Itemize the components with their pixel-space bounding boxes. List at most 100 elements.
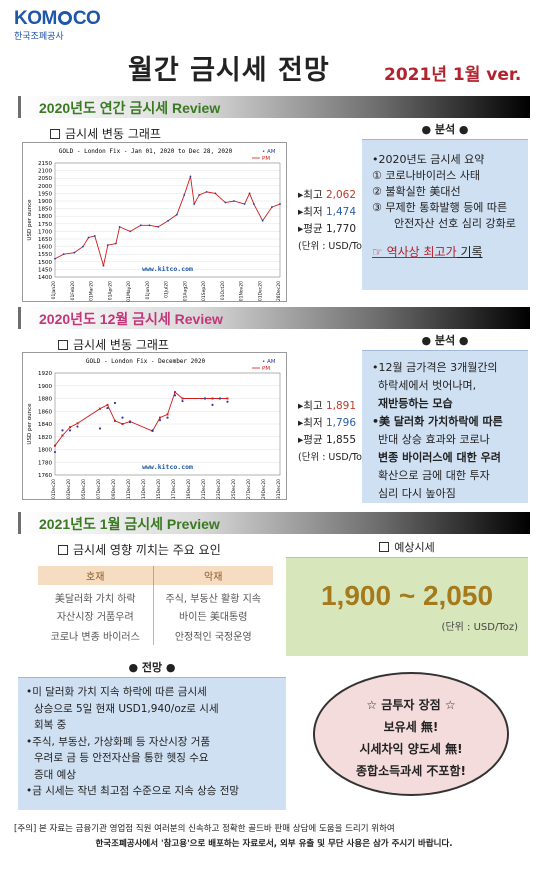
analysis-line: 변종 바이러스에 대한 우려 [378, 451, 501, 464]
forecast-header: 예상시세 [286, 538, 528, 558]
am-point [158, 419, 162, 422]
am-point [61, 429, 64, 432]
y-tick-label: 1950 [38, 191, 52, 197]
data-point [175, 213, 178, 216]
good-factor: 자산시장 거품우려 [38, 605, 154, 625]
outlook-title: ● 전망 ● [18, 658, 286, 678]
x-tick-label: 01Jan20 [51, 281, 57, 300]
y-tick-label: 1550 [38, 252, 52, 258]
pm-point [226, 397, 229, 400]
y-tick-label: 1820 [38, 435, 52, 441]
komsco-logo: KOM CO 한국조폐공사 [14, 8, 101, 42]
am-point [98, 427, 102, 430]
y-tick-label: 1600 [38, 245, 52, 251]
analysis-line: 하락세에서 벗어나며, [378, 379, 477, 392]
analysis-item: ① 코로나바이러스 사태 [372, 169, 480, 182]
data-point [233, 200, 235, 202]
am-point [166, 416, 169, 419]
data-point [183, 194, 186, 196]
data-point [243, 203, 246, 205]
y-tick-label: 1800 [38, 214, 52, 220]
forecast-value: 1,900 ~ 2,050 [320, 580, 494, 611]
outlook-line: •미 달러화 가치 지속 하락에 따른 금시세 [26, 686, 207, 698]
bad-factor: 안정적인 국정운영 [174, 631, 252, 643]
pm-point [211, 397, 214, 400]
section-header-preview: 2021년도 1월 금시세 Preview [18, 512, 530, 534]
outlook-panel: ● 전망 ● •미 달러화 가치 지속 하락에 따른 금시세 상승으로 5일 현… [18, 658, 286, 810]
section-header-annual: 2020년도 연간 금시세 Review [18, 96, 530, 118]
analysis-item: ③ 무제한 통화발행 등에 따른 [372, 201, 508, 214]
analysis-line: 확산으로 금에 대한 투자 [378, 469, 490, 482]
series-line-pm [54, 391, 228, 446]
x-tick-label: 21Dec20 [201, 479, 207, 499]
analysis-title: ● 분석 ● [362, 331, 528, 351]
legend-pm: PM [262, 366, 270, 372]
december-unit: (단위 : USD/Toz) [298, 452, 371, 463]
x-tick-label: 01Nov20 [239, 281, 245, 301]
outlook-line: 증대 예상 [34, 768, 76, 781]
am-point [106, 406, 109, 410]
footer-notice: [주의] 본 자료는 금융기관 영업점 직원 여러분의 신속하고 정확한 골드바… [14, 822, 534, 852]
y-tick-label: 1700 [38, 229, 52, 235]
pm-point [99, 407, 101, 410]
benefit-item: 보유세 無! [383, 720, 439, 734]
section-header-december: 2020년도 12월 금시세 Review [18, 307, 530, 329]
annual-avg: ▸평균 1,770 [298, 223, 357, 235]
y-axis-label: USD per ounce [27, 403, 33, 445]
y-tick-label: 2050 [38, 176, 52, 182]
analysis-line: 반대 상승 효과와 코로나 [378, 433, 490, 446]
good-header: 호재 [38, 566, 154, 585]
checkbox-icon [58, 544, 68, 555]
am-point [121, 416, 124, 419]
logo-o-mark [57, 11, 72, 25]
x-tick-label: 01Feb20 [70, 281, 76, 301]
data-point [73, 251, 76, 254]
y-tick-label: 2100 [38, 169, 52, 175]
investment-benefits-ellipse: ☆ 금투자 장점 ☆ 보유세 無! 시세차익 양도세 無! 종합소득과세 不포함… [313, 672, 509, 796]
analysis-result: ☞ 역사상 최고가 기록 [372, 245, 483, 259]
section-heading: 2021년도 1월 금시세 Preview [39, 516, 220, 532]
december-min: ▸최저 1,796 [298, 417, 357, 429]
december-max: ▸최고 1,891 [298, 400, 357, 412]
data-point [252, 203, 255, 205]
benefit-item: 시세차익 양도세 無! [359, 742, 463, 756]
analysis-line: •12월 금가격은 3개월간의 [372, 361, 498, 374]
y-tick-label: 1800 [38, 448, 52, 454]
bad-header: 악재 [153, 566, 273, 585]
data-point [271, 206, 273, 208]
december-stats: ▸최고 1,891 ▸최저 1,796 ▸평균 1,855 (단위 : USD/… [298, 398, 371, 466]
x-tick-label: 01Jun20 [145, 281, 151, 300]
analysis-line: •美 달러화 가치하락에 따른 [372, 415, 503, 428]
section-heading: 2020년도 12월 금시세 Review [39, 311, 223, 327]
data-point [54, 257, 56, 260]
am-point [173, 394, 177, 397]
data-point [115, 242, 117, 245]
x-tick-label: 27Dec20 [246, 479, 252, 499]
analysis-line: 심리 다시 높아짐 [378, 487, 456, 500]
y-tick-label: 1400 [38, 275, 52, 281]
outlook-line: 회복 중 [34, 719, 67, 731]
graph-label-text: 금시세 변동 그래프 [65, 127, 161, 141]
y-tick-label: 1920 [38, 371, 52, 377]
data-point [193, 203, 196, 205]
am-point [128, 420, 132, 424]
december-chart-svg: GOLD - London Fix - December 2020 1760 178… [27, 358, 282, 499]
am-point [151, 429, 154, 432]
data-point [106, 244, 109, 246]
y-axis-label: USD per ounce [27, 199, 33, 241]
annual-chart-svg: GOLD - London Fix - Jan 01, 2020 to Dec … [27, 148, 282, 302]
y-tick-label: 1840 [38, 422, 52, 428]
annual-unit: (단위 : USD/Toz) [298, 241, 371, 252]
y-tick-label: 1850 [38, 207, 52, 213]
checkbox-icon [50, 128, 60, 139]
pm-point [181, 397, 184, 400]
y-tick-label: 1880 [38, 397, 52, 403]
data-point [139, 224, 142, 227]
x-tick-label: 13Dec20 [141, 479, 147, 499]
pm-point [159, 416, 161, 419]
x-tick-label: 01Jul20 [164, 281, 170, 298]
legend-pm: PM [262, 156, 270, 162]
plot-frame [54, 162, 281, 278]
y-tick-label: 2150 [38, 161, 52, 167]
annual-stats: ▸최고 2,062 ▸최저 1,474 ▸평균 1,770 (단위 : USD/… [298, 187, 371, 255]
